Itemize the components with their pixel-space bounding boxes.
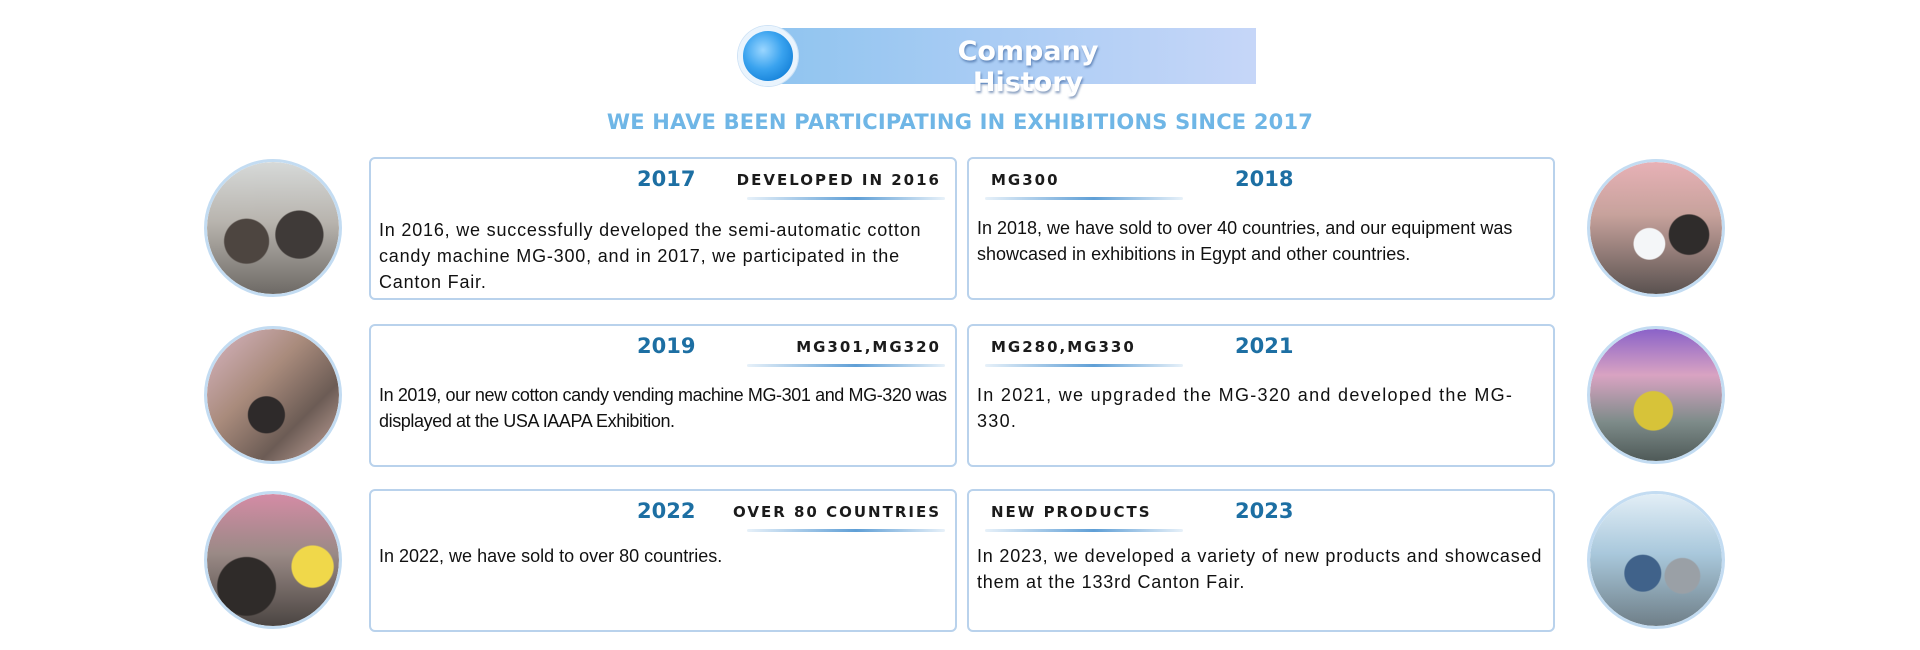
- timeline-card-2022: 2022 OVER 80 COUNTRIES In 2022, we have …: [369, 489, 957, 632]
- card-year: 2017: [637, 167, 696, 191]
- tag-underline: [985, 364, 1183, 367]
- card-year: 2018: [1235, 167, 1294, 191]
- tag-underline: [747, 364, 945, 367]
- card-tag: MG301,MG320: [796, 338, 941, 356]
- card-year: 2023: [1235, 499, 1294, 523]
- photo-2023-exhibitors: [1587, 491, 1725, 629]
- circle-orb-icon: [738, 26, 798, 86]
- banner-bar: [766, 28, 1256, 84]
- section-banner: Company History: [738, 26, 1256, 98]
- tag-underline: [985, 529, 1183, 532]
- tag-underline: [985, 197, 1183, 200]
- card-text: In 2023, we developed a variety of new p…: [977, 546, 1543, 592]
- timeline-card-2021: MG280,MG330 2021 In 2021, we upgraded th…: [967, 324, 1555, 467]
- card-text: In 2019, our new cotton candy vending ma…: [379, 385, 947, 431]
- banner-title: Company History: [957, 36, 1099, 98]
- card-year: 2022: [637, 499, 696, 523]
- timeline-card-2019: 2019 MG301,MG320 In 2019, our new cotton…: [369, 324, 957, 467]
- card-tag: MG300: [991, 171, 1060, 189]
- card-year: 2019: [637, 334, 696, 358]
- card-text: In 2021, we upgraded the MG-320 and deve…: [977, 385, 1514, 431]
- timeline-card-2017: 2017 DEVELOPED IN 2016 In 2016, we succe…: [369, 157, 957, 300]
- subtitle: WE HAVE BEEN PARTICIPATING IN EXHIBITION…: [606, 110, 1314, 134]
- photo-2022-crowd: [204, 491, 342, 629]
- timeline-card-2018: MG300 2018 In 2018, we have sold to over…: [967, 157, 1555, 300]
- tag-underline: [747, 529, 945, 532]
- card-tag: DEVELOPED IN 2016: [736, 171, 941, 189]
- card-tag: OVER 80 COUNTRIES: [733, 503, 941, 521]
- timeline-card-2023: NEW PRODUCTS 2023 In 2023, we developed …: [967, 489, 1555, 632]
- card-tag: NEW PRODUCTS: [991, 503, 1152, 521]
- card-text: In 2022, we have sold to over 80 countri…: [379, 546, 723, 566]
- card-tag: MG280,MG330: [991, 338, 1136, 356]
- card-text: In 2016, we successfully developed the s…: [379, 220, 922, 292]
- card-year: 2021: [1235, 334, 1294, 358]
- photo-2017-exhibitors: [204, 159, 342, 297]
- card-text: In 2018, we have sold to over 40 countri…: [977, 218, 1513, 264]
- photo-2021-booth: [1587, 326, 1725, 464]
- tag-underline: [747, 197, 945, 200]
- photo-2019-booth: [204, 326, 342, 464]
- photo-2018-exhibitors: [1587, 159, 1725, 297]
